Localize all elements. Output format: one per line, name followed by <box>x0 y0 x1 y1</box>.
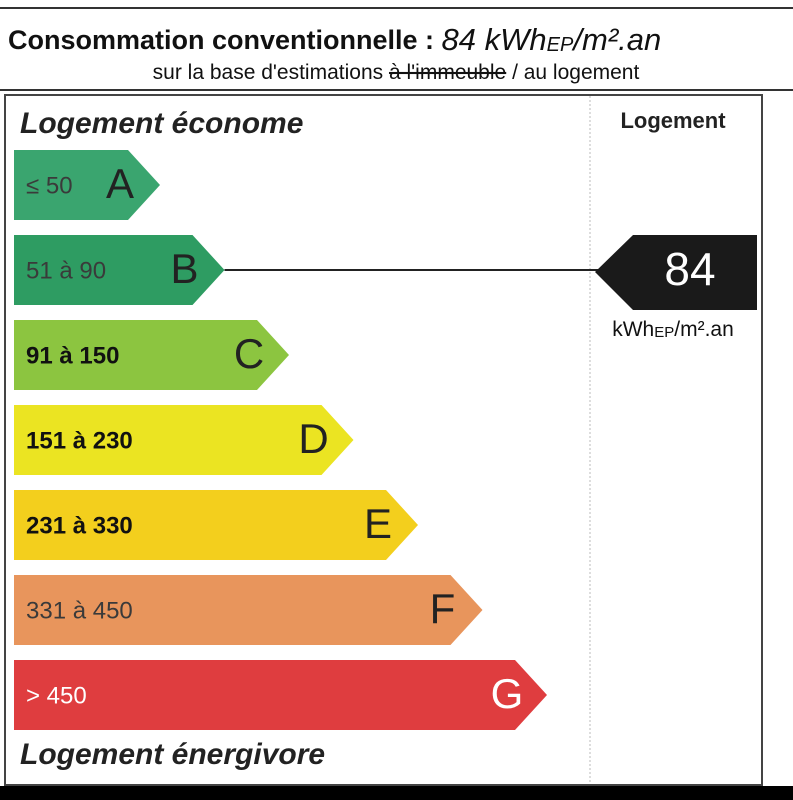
band-letter: F <box>430 585 456 632</box>
subtitle: sur la base d'estimations à l'immeuble /… <box>153 61 640 84</box>
band-range: 51 à 90 <box>26 257 106 284</box>
band-letter: B <box>170 245 198 292</box>
subtitle-start: sur la base d'estimations <box>153 61 383 84</box>
subtitle-struck: à l'immeuble <box>389 61 506 84</box>
panel-border <box>4 94 763 786</box>
band <box>14 150 160 220</box>
band-letter: C <box>234 330 264 377</box>
title-text: Consommation conventionnelle : <box>8 25 434 55</box>
band-range: ≤ 50 <box>26 172 73 199</box>
band-range: > 450 <box>26 682 87 709</box>
column-header: Logement <box>620 108 726 133</box>
bands: ≤ 50 A 51 à 90 B 91 à 150 C 151 à 230 D 231 à 33… <box>14 150 600 730</box>
indicator-value: 84 <box>664 243 715 295</box>
unit-sub: EP <box>654 324 674 341</box>
band-letter: A <box>106 160 134 207</box>
band-range: 91 à 150 <box>26 342 119 369</box>
band-letter: E <box>364 500 392 547</box>
band <box>14 575 483 645</box>
bottom-bar <box>0 786 793 800</box>
indicator-unit: kWhEP/m².an <box>612 318 734 341</box>
band-range: 231 à 330 <box>26 512 133 539</box>
band <box>14 320 289 390</box>
title-sub: EP <box>547 34 574 56</box>
title-unit: /m².an <box>571 22 661 57</box>
band <box>14 235 225 305</box>
top-label: Logement économe <box>20 107 303 140</box>
band <box>14 660 547 730</box>
band-range: 331 à 450 <box>26 597 133 624</box>
unit-end: /m².an <box>674 318 734 341</box>
title: Consommation conventionnelle : 84 kWhEP/… <box>8 22 661 57</box>
band-letter: D <box>298 415 328 462</box>
band-range: 151 à 230 <box>26 427 133 454</box>
indicator-arrow <box>595 235 757 310</box>
band <box>14 405 354 475</box>
band <box>14 490 418 560</box>
bottom-label: Logement énergivore <box>20 738 325 771</box>
unit-text: kWh <box>612 318 654 341</box>
subtitle-end: / au logement <box>512 61 639 84</box>
title-value: 84 kWh <box>442 22 547 57</box>
band-letter: G <box>491 670 524 717</box>
